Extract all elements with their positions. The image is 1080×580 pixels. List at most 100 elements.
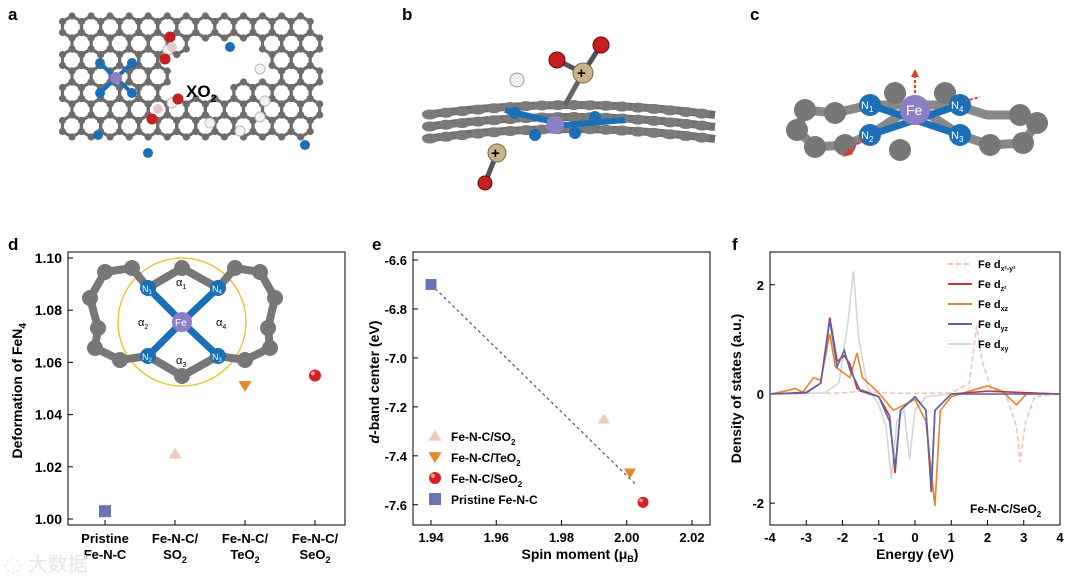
svg-text:N1: N1 — [861, 100, 874, 114]
carbon-atom — [582, 124, 598, 135]
carbon-atom — [297, 67, 305, 75]
carbon-atom — [614, 101, 630, 112]
carbon-atom — [502, 126, 518, 137]
carbon-atom — [230, 116, 238, 125]
carbon-atom — [82, 290, 98, 306]
carbon-atom — [646, 103, 662, 114]
carbon-atom — [201, 133, 209, 141]
chart-f: -4 -3 -2 -1 0 1 2 3 4 2 0 -2 Fe dx²-y² Fe dz² Fe dxz Fe… — [728, 251, 1064, 562]
panel-letter-c: c — [750, 5, 760, 24]
iron-atom — [110, 72, 122, 84]
carbon-atom — [68, 34, 76, 42]
carbon-atom — [68, 12, 76, 20]
carbon-atom — [630, 114, 646, 125]
carbon-atom — [230, 17, 238, 26]
carbon-atom — [268, 116, 276, 125]
carbon-atom — [135, 83, 143, 92]
nitrogen-atom — [95, 58, 105, 68]
xtick-label-f: 4 — [1056, 530, 1064, 545]
carbon-atom — [106, 34, 114, 42]
legend-label-e: Fe-N-C/SeO2 — [451, 472, 523, 489]
carbon-atom — [454, 106, 470, 117]
data-point-e — [637, 496, 649, 508]
carbon-atom — [239, 34, 248, 42]
carbon-atom — [154, 94, 162, 103]
oxygen-atom — [164, 31, 176, 43]
carbon-atom — [662, 105, 678, 116]
carbon-atom — [182, 100, 190, 108]
carbon-atom — [237, 352, 253, 368]
carbon-atom — [154, 50, 162, 59]
carbon-atom — [58, 61, 67, 70]
carbon-atom — [262, 340, 278, 356]
carbon-atom — [306, 127, 314, 136]
carbon-atom — [258, 133, 267, 141]
carbon-atom — [422, 133, 438, 144]
carbon-atom — [58, 50, 67, 59]
carbon-atom — [438, 119, 454, 130]
carbon-atom — [182, 45, 190, 53]
carbon-atom — [58, 116, 67, 125]
x-atom — [153, 104, 163, 114]
carbon-atom — [278, 12, 286, 20]
svg-text:N3: N3 — [951, 130, 964, 144]
carbon-atom — [163, 12, 171, 20]
ytick-label-d: 1.06 — [35, 354, 62, 370]
so2-molecule-bottom: + — [477, 143, 507, 191]
ytick-label-e: -7.0 — [385, 351, 407, 366]
n1-label: N1 — [142, 284, 153, 296]
xtick-label-d: Fe-N-C/ — [222, 531, 269, 546]
xtick-label-f: 3 — [1020, 530, 1027, 545]
carbon-atom — [316, 111, 324, 119]
carbon-atom — [662, 117, 678, 128]
graphene-lattice — [58, 12, 324, 158]
carbon-atom — [287, 28, 295, 37]
legend-label-f: Fe dxz — [978, 299, 1009, 313]
carbon-atom — [598, 124, 614, 135]
carbon-atom — [220, 34, 228, 42]
carbon-atom — [154, 17, 162, 26]
carbon-atom — [87, 340, 103, 356]
ytick-label-e: -7.4 — [385, 449, 408, 464]
carbon-atom — [306, 61, 314, 70]
xtick-label-e: 2.00 — [614, 530, 639, 545]
carbon-atom — [125, 78, 133, 86]
carbon-atom — [316, 78, 324, 86]
nitrogen-atom — [589, 111, 601, 123]
carbon-atom — [297, 100, 305, 108]
xtick-label-f: -3 — [800, 530, 812, 545]
carbon-atom — [646, 127, 662, 138]
ytick-label-d: 1.02 — [35, 459, 62, 475]
xlabel-f: Energy (eV) — [876, 546, 954, 562]
carbon-atom — [77, 50, 86, 59]
nitrogen-atom — [140, 280, 156, 296]
so2-molecule-top: + — [509, 36, 610, 107]
carbon-atom — [135, 127, 143, 136]
hydrogen-atom — [234, 125, 246, 137]
svg-text:N4: N4 — [951, 100, 964, 114]
carbon-atom — [135, 28, 143, 37]
carbon-atom — [77, 127, 86, 136]
panel-b-structure: + + — [422, 36, 716, 191]
xtick-label-f: 0 — [911, 530, 918, 545]
carbon-atom — [239, 111, 248, 119]
carbon-atom — [239, 78, 248, 86]
carbon-atom — [182, 133, 190, 141]
carbon-atom — [268, 127, 276, 136]
carbon-atom — [154, 83, 162, 92]
data-point-e — [623, 468, 637, 479]
ytick-label-e: -6.6 — [385, 253, 407, 268]
carbon-atom — [278, 133, 286, 141]
nitrogen-atom — [300, 140, 310, 150]
xtick-label-f: -1 — [873, 530, 885, 545]
plot-frame-d — [67, 251, 346, 526]
carbon-atom — [566, 100, 582, 111]
carbon-atom — [470, 104, 486, 115]
nitrogen-atom — [93, 130, 103, 140]
carbon-atom — [125, 12, 133, 20]
carbon-atom — [106, 133, 114, 141]
carbon-atom — [268, 28, 276, 37]
iron-atom — [172, 312, 192, 332]
oxygen-atom — [146, 113, 158, 125]
legend-label-f: Fe dx²-y² — [978, 259, 1016, 273]
